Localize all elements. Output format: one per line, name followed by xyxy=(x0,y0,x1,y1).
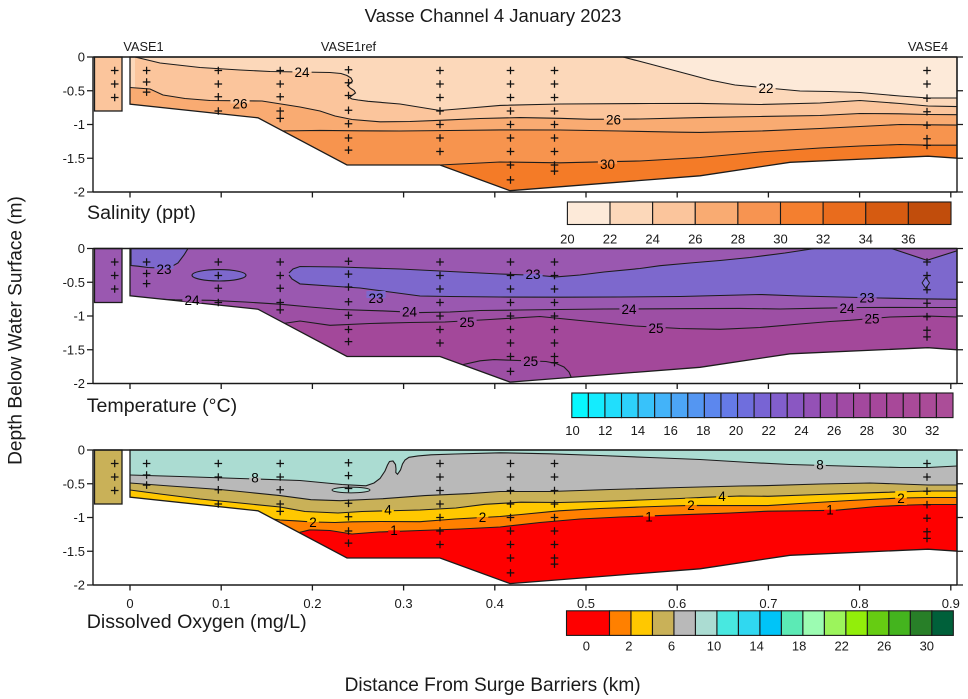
svg-text:Temperature (°C): Temperature (°C) xyxy=(87,395,237,417)
svg-text:Salinity (ppt): Salinity (ppt) xyxy=(87,202,196,224)
svg-text:-2: -2 xyxy=(73,185,85,200)
svg-text:VASE4: VASE4 xyxy=(908,39,948,54)
svg-text:23: 23 xyxy=(525,267,540,282)
svg-text:-1: -1 xyxy=(73,117,85,132)
svg-text:0: 0 xyxy=(78,241,85,256)
svg-text:30: 30 xyxy=(892,423,906,438)
svg-text:25: 25 xyxy=(864,312,879,327)
svg-text:-0.5: -0.5 xyxy=(63,476,85,491)
svg-text:32: 32 xyxy=(816,232,830,247)
svg-text:Dissolved Oxygen (mg/L): Dissolved Oxygen (mg/L) xyxy=(87,611,307,633)
svg-text:25: 25 xyxy=(459,315,474,330)
svg-text:22: 22 xyxy=(603,232,617,247)
svg-text:23: 23 xyxy=(859,291,874,306)
svg-text:10: 10 xyxy=(565,423,579,438)
svg-text:26: 26 xyxy=(688,232,702,247)
svg-text:32: 32 xyxy=(925,423,939,438)
svg-text:-1.5: -1.5 xyxy=(63,544,85,559)
svg-text:24: 24 xyxy=(794,423,808,438)
svg-text:12: 12 xyxy=(598,423,612,438)
svg-text:Distance From Surge Barriers (: Distance From Surge Barriers (km) xyxy=(345,675,641,696)
svg-text:0.2: 0.2 xyxy=(303,596,321,611)
svg-text:0.8: 0.8 xyxy=(851,596,869,611)
svg-text:26: 26 xyxy=(827,423,841,438)
svg-text:1: 1 xyxy=(645,509,653,524)
svg-text:-1: -1 xyxy=(73,309,85,324)
svg-text:30: 30 xyxy=(920,638,934,653)
svg-text:0: 0 xyxy=(583,638,590,653)
svg-text:0: 0 xyxy=(126,596,133,611)
svg-text:26: 26 xyxy=(877,638,891,653)
svg-text:2: 2 xyxy=(625,638,632,653)
svg-text:18: 18 xyxy=(696,423,710,438)
svg-text:-2: -2 xyxy=(73,578,85,593)
svg-text:1: 1 xyxy=(826,503,834,518)
svg-text:0: 0 xyxy=(78,443,85,458)
svg-text:22: 22 xyxy=(834,638,848,653)
svg-text:Depth Below Water Surface (m): Depth Below Water Surface (m) xyxy=(6,196,27,465)
svg-text:4: 4 xyxy=(718,489,726,504)
svg-text:2: 2 xyxy=(309,515,317,530)
svg-text:4: 4 xyxy=(384,503,392,518)
svg-text:24: 24 xyxy=(184,293,200,308)
svg-text:24: 24 xyxy=(402,304,418,319)
svg-text:-1: -1 xyxy=(73,510,85,525)
svg-text:34: 34 xyxy=(859,232,873,247)
svg-text:16: 16 xyxy=(663,423,677,438)
svg-text:0.1: 0.1 xyxy=(212,596,230,611)
svg-text:30: 30 xyxy=(773,232,787,247)
svg-text:0.5: 0.5 xyxy=(577,596,595,611)
svg-text:25: 25 xyxy=(523,354,538,369)
svg-text:6: 6 xyxy=(668,638,675,653)
svg-text:1: 1 xyxy=(390,523,398,538)
svg-text:2: 2 xyxy=(687,498,695,513)
svg-text:14: 14 xyxy=(749,638,763,653)
svg-text:0.4: 0.4 xyxy=(486,596,504,611)
svg-text:0.6: 0.6 xyxy=(668,596,686,611)
svg-text:24: 24 xyxy=(645,232,659,247)
svg-text:22: 22 xyxy=(758,81,773,96)
svg-text:2: 2 xyxy=(897,491,905,506)
svg-text:24: 24 xyxy=(839,301,855,316)
svg-text:0.9: 0.9 xyxy=(942,596,960,611)
svg-text:8: 8 xyxy=(251,470,259,485)
svg-text:26: 26 xyxy=(606,112,621,127)
svg-text:VASE1ref: VASE1ref xyxy=(321,39,377,54)
svg-text:Vasse Channel 4 January 2023: Vasse Channel 4 January 2023 xyxy=(365,5,622,26)
svg-text:-2: -2 xyxy=(73,376,85,391)
svg-text:0: 0 xyxy=(78,50,85,65)
svg-text:-0.5: -0.5 xyxy=(63,83,85,98)
svg-text:18: 18 xyxy=(792,638,806,653)
svg-text:8: 8 xyxy=(816,457,824,472)
svg-text:28: 28 xyxy=(731,232,745,247)
svg-text:2: 2 xyxy=(479,510,487,525)
svg-text:-1.5: -1.5 xyxy=(63,151,85,166)
svg-text:25: 25 xyxy=(648,321,663,336)
svg-text:26: 26 xyxy=(232,96,247,111)
svg-text:20: 20 xyxy=(729,423,743,438)
svg-text:14: 14 xyxy=(631,423,645,438)
svg-text:23: 23 xyxy=(156,262,171,277)
svg-text:30: 30 xyxy=(600,157,615,172)
svg-text:23: 23 xyxy=(368,291,383,306)
svg-text:0.7: 0.7 xyxy=(759,596,777,611)
svg-text:-1.5: -1.5 xyxy=(63,342,85,357)
svg-text:22: 22 xyxy=(761,423,775,438)
svg-text:0.3: 0.3 xyxy=(395,596,413,611)
svg-text:24: 24 xyxy=(621,302,637,317)
svg-text:28: 28 xyxy=(860,423,874,438)
svg-text:VASE1: VASE1 xyxy=(123,39,163,54)
svg-text:20: 20 xyxy=(560,232,574,247)
svg-text:24: 24 xyxy=(294,65,310,80)
svg-text:36: 36 xyxy=(901,232,915,247)
svg-text:10: 10 xyxy=(707,638,721,653)
svg-text:-0.5: -0.5 xyxy=(63,275,85,290)
